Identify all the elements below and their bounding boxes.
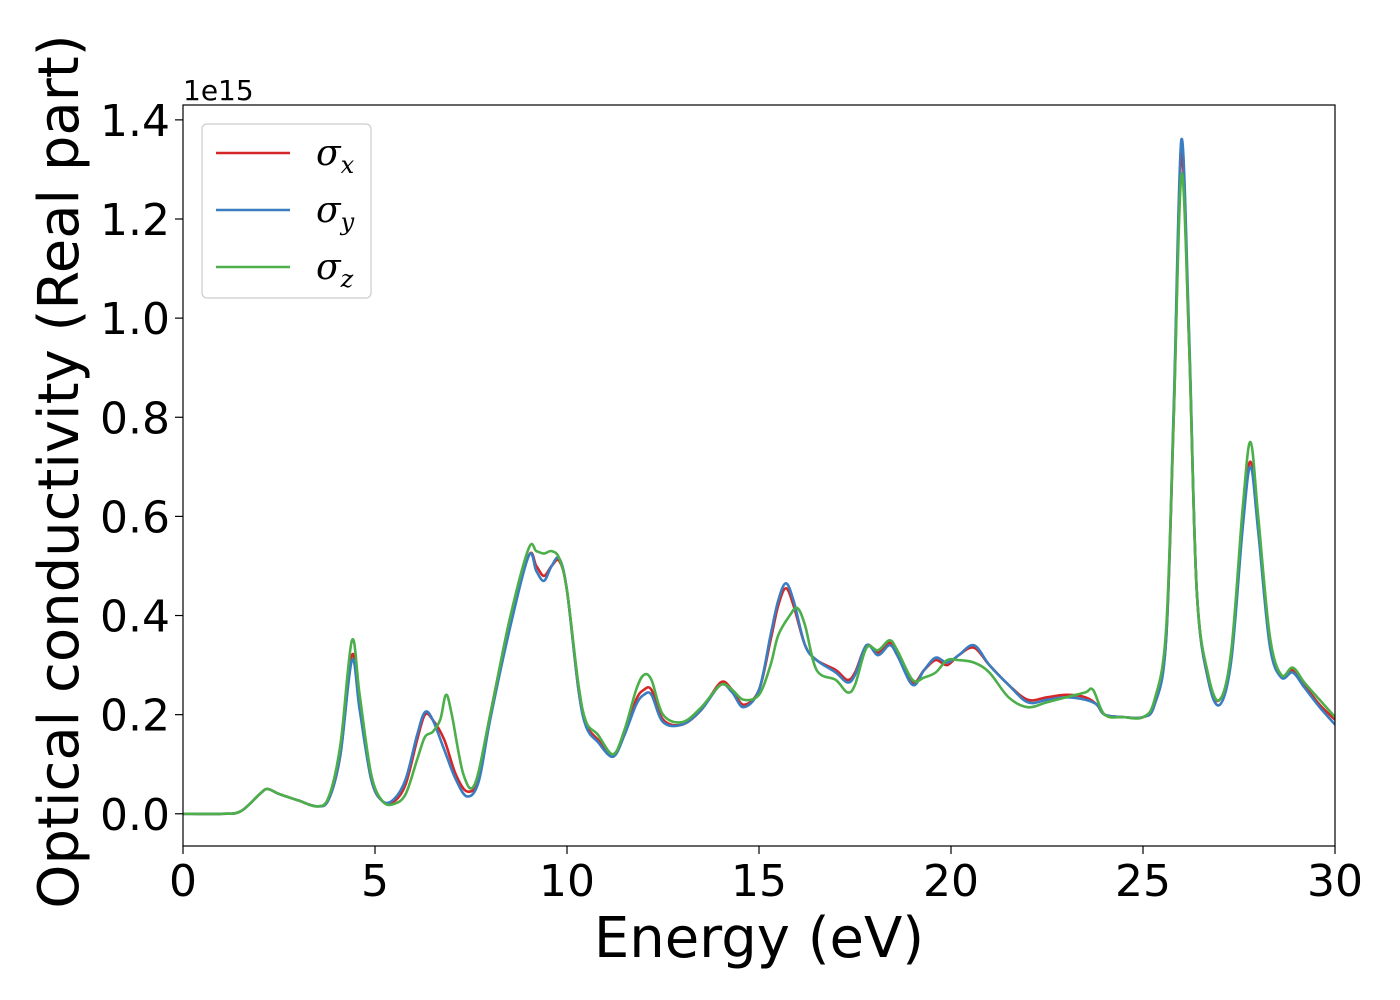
y-tick-label: 0.4: [100, 592, 170, 643]
y-tick-label: 0.2: [100, 691, 170, 742]
y-tick-label: 0.0: [100, 790, 170, 841]
x-tick-label: 15: [731, 856, 787, 907]
y-tick-label: 1.2: [100, 195, 170, 246]
y-offset-label: 1e15: [183, 74, 254, 107]
y-axis: 0.0 0.2 0.4 0.6 0.8 1.0 1.2 1.4: [100, 96, 183, 841]
x-tick-label: 10: [539, 856, 595, 907]
x-tick-label: 30: [1307, 856, 1363, 907]
y-tick-label: 0.6: [100, 492, 170, 543]
y-tick-label: 0.8: [100, 393, 170, 444]
x-tick-label: 25: [1115, 856, 1171, 907]
legend-label-sigma-y: σy: [316, 190, 355, 236]
x-axis-label: Energy (eV): [594, 906, 924, 971]
legend-label-sigma-z: σz: [316, 247, 354, 293]
series-line-sigma-z: [183, 172, 1335, 816]
legend: σx σy σz: [201, 123, 372, 299]
y-axis-label: Optical conductivity (Real part): [27, 34, 92, 908]
legend-label-sigma-x: σx: [316, 133, 355, 179]
x-tick-label: 20: [923, 856, 979, 907]
series-layer: [183, 137, 1335, 816]
x-tick-label: 5: [361, 856, 389, 907]
x-axis: 0 5 10 15 20 25 30: [169, 846, 1363, 907]
y-tick-label: 1.4: [100, 96, 170, 147]
y-tick-label: 1.0: [100, 294, 170, 345]
series-line-sigma-y: [183, 137, 1335, 816]
x-tick-label: 0: [169, 856, 197, 907]
